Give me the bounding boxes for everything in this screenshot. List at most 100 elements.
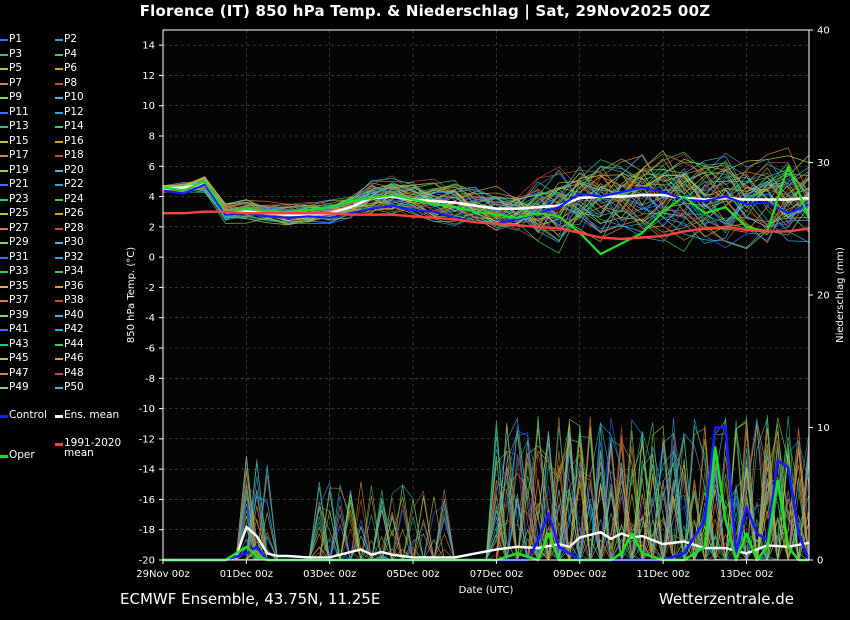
legend-swatch: [0, 256, 8, 259]
legend-swatch: [55, 415, 63, 418]
legend-swatch: [55, 140, 63, 143]
legend-swatch: [0, 68, 8, 70]
legend-label: P27: [9, 221, 29, 234]
x-tick-label: 07Dec 00z: [470, 569, 523, 580]
legend-swatch: [55, 155, 63, 157]
legend-swatch: [55, 300, 63, 302]
legend-swatch: [0, 111, 8, 114]
legend-swatch: [0, 155, 8, 157]
y-tick-label-right: 0: [817, 556, 823, 567]
y-tick-label-left: -6: [145, 344, 155, 355]
legend-label: P10: [64, 91, 84, 103]
legend-climate-mean-line2: mean: [64, 447, 94, 459]
y-tick-label-right: 10: [817, 423, 830, 434]
y-tick-label-left: 2: [149, 222, 155, 233]
legend-label: P33: [9, 265, 29, 277]
y-tick-label-left: 6: [149, 162, 155, 173]
y-tick-label-left: -20: [139, 556, 155, 567]
legend-label: P37: [9, 294, 29, 306]
temp-line-1991-2020-mean: [163, 210, 810, 241]
legend-swatch: [55, 256, 63, 259]
x-tick-label: 01Dec 00z: [220, 569, 273, 580]
legend-label: Ens. mean: [64, 409, 120, 421]
legend-label: P24: [64, 192, 84, 205]
legend-swatch: [55, 343, 63, 346]
legend-swatch: [0, 358, 8, 360]
legend-label: P18: [64, 149, 84, 161]
legend-swatch: [0, 329, 8, 331]
y-tick-label-left: 14: [142, 41, 155, 52]
legend-swatch: [55, 198, 63, 201]
legend-label: P39: [9, 308, 29, 321]
legend-label: P50: [64, 381, 84, 393]
legend-label: P36: [64, 279, 84, 292]
legend-swatch: [55, 285, 63, 288]
legend-swatch: [0, 227, 8, 230]
footer-site-name: Wetterzentrale.de: [658, 590, 794, 608]
legend-label: P14: [64, 120, 84, 132]
legend-label: P8: [64, 76, 78, 89]
legend-label: P30: [64, 236, 84, 248]
legend-swatch: [0, 169, 8, 172]
y-tick-label-left: 0: [149, 253, 155, 264]
legend-swatch: [55, 39, 63, 41]
y-tick-label-left: -10: [139, 404, 155, 415]
x-tick-label: 29Nov 00z: [136, 569, 189, 580]
legend-swatch: [0, 343, 8, 346]
legend-swatch: [0, 213, 8, 215]
legend-swatch: [0, 39, 8, 41]
legend-swatch: [0, 184, 8, 186]
member-temp-line: [162, 169, 810, 228]
axes: 14121086420-2-4-6-8-10-12-14-16-18-20403…: [136, 26, 829, 581]
legend-swatch: [55, 387, 63, 389]
legend-label: P47: [9, 366, 29, 379]
legend-label: P20: [64, 163, 84, 176]
legend-swatch: [55, 242, 63, 244]
x-tick-label: 09Dec 00z: [553, 569, 606, 580]
x-tick-label: 05Dec 00z: [386, 569, 439, 580]
y-tick-label-left: -4: [145, 313, 155, 324]
member-temp-line: [162, 185, 810, 244]
legend-label: P1: [9, 33, 23, 45]
legend-label: P22: [64, 178, 84, 190]
legend-label: P2: [64, 33, 78, 45]
legend-label: P11: [9, 105, 29, 118]
temperature-lines: [162, 165, 811, 256]
legend-swatch: [55, 213, 63, 215]
legend-swatch: [0, 126, 8, 128]
legend-swatch: [55, 329, 63, 331]
legend-label: P46: [64, 352, 84, 364]
y-tick-label-left: 12: [142, 71, 155, 82]
legend-swatch: [0, 415, 8, 418]
legend-swatch: [55, 68, 63, 70]
legend-label: P23: [9, 192, 29, 205]
y-tick-label-left: -14: [139, 465, 155, 476]
legend-label: P12: [64, 105, 84, 118]
y-axis-label-right: Niederschlag (mm): [835, 247, 846, 343]
x-tick-label: 03Dec 00z: [303, 569, 356, 580]
legend-label: P38: [64, 294, 84, 306]
legend-swatch: [55, 126, 63, 128]
legend-label: P48: [64, 366, 84, 379]
legend-label: P40: [64, 308, 84, 321]
legend-swatch: [0, 455, 8, 458]
legend-swatch: [0, 140, 8, 143]
y-tick-label-left: 4: [149, 192, 155, 203]
legend-label: P41: [9, 323, 29, 335]
y-tick-label-left: -16: [139, 495, 155, 506]
legend-swatch: [55, 97, 63, 99]
y-tick-label-right: 30: [817, 158, 830, 169]
legend-label: P6: [64, 62, 78, 74]
y-tick-label-left: 10: [142, 101, 155, 112]
legend-label: P43: [9, 337, 29, 350]
legend-swatch: [0, 242, 8, 244]
legend-swatch: [0, 387, 8, 389]
legend-label: P44: [64, 337, 84, 350]
legend-label: P4: [64, 47, 78, 60]
legend-label: P28: [64, 221, 84, 234]
legend-label: 1991-2020: [64, 437, 122, 449]
legend-swatch: [0, 198, 8, 201]
legend-swatch: [0, 53, 8, 56]
member-temp-line: [162, 184, 810, 234]
